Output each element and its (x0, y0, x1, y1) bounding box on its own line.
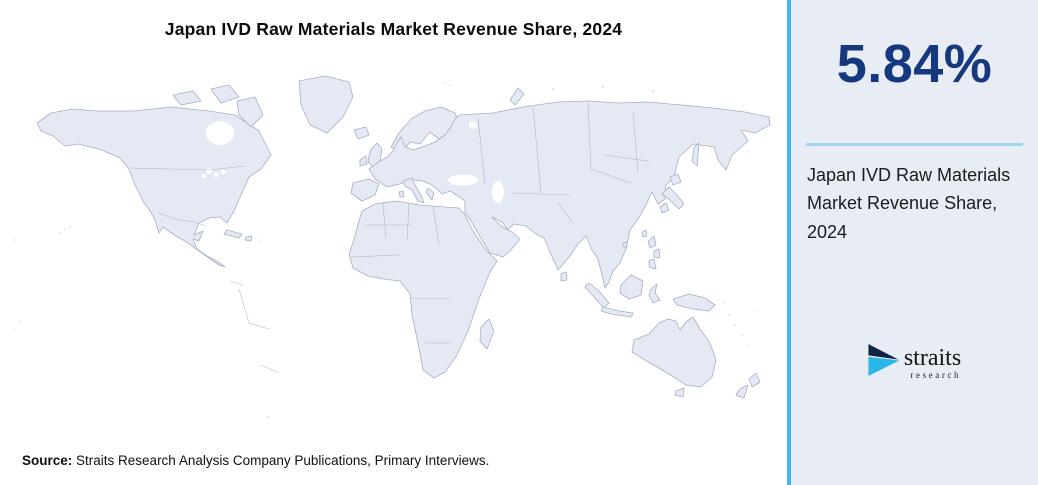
stat-panel: 5.84% Japan IVD Raw Materials Market Rev… (787, 0, 1038, 485)
greenland (298, 75, 354, 134)
logo-text-block: straits research (903, 345, 962, 380)
new-guinea (672, 293, 716, 312)
north-america (36, 106, 272, 268)
source-label: Source: (22, 453, 73, 468)
logo-subtext: research (910, 370, 962, 380)
map-section: Japan IVD Raw Materials Market Revenue S… (14, 19, 771, 468)
eurasia (368, 100, 771, 289)
divider-line (806, 142, 1023, 146)
stat-value: 5.84% (836, 34, 993, 94)
logo-text: straits (903, 345, 962, 371)
madagascar (479, 318, 495, 350)
source-text: Straits Research Analysis Company Public… (76, 453, 490, 468)
source-note: Source: Straits Research Analysis Compan… (22, 453, 489, 468)
japan (661, 186, 685, 210)
japan (669, 173, 682, 186)
stat-description: Japan IVD Raw Materials Market Revenue S… (807, 164, 1011, 242)
australia (631, 316, 717, 388)
japan (659, 202, 670, 214)
straits-research-logo: straits research (867, 341, 962, 380)
logo-mark-icon (867, 344, 899, 376)
page-title: Japan IVD Raw Materials Market Revenue S… (164, 19, 623, 39)
africa (348, 200, 498, 379)
world-map (14, 75, 771, 419)
